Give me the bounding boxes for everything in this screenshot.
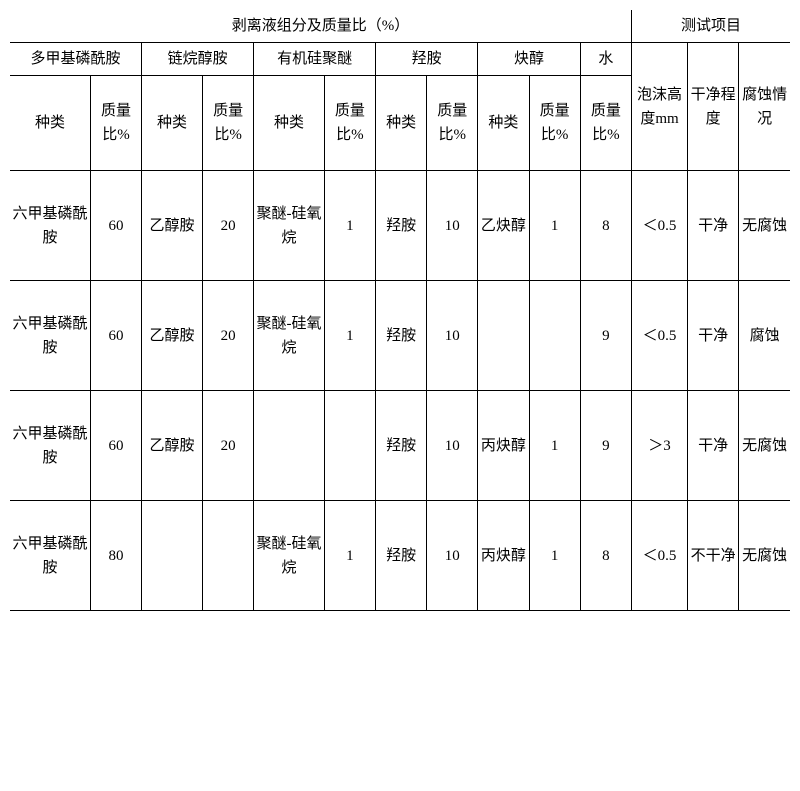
sub-type: 种类 xyxy=(10,76,90,171)
cell: 20 xyxy=(202,391,253,501)
cell: 1 xyxy=(529,501,580,611)
table-row: 六甲基磷酰胺 60 乙醇胺 20 聚醚-硅氧烷 1 羟胺 10 9 ＜0.5 干… xyxy=(10,281,790,391)
cell xyxy=(202,501,253,611)
cell xyxy=(324,391,375,501)
cell: 丙炔醇 xyxy=(478,501,529,611)
group-2: 链烷醇胺 xyxy=(142,43,254,76)
data-table: 剥离液组分及质量比（%） 测试项目 多甲基磷酰胺 链烷醇胺 有机硅聚醚 羟胺 炔… xyxy=(10,10,790,611)
cell: 腐蚀 xyxy=(739,281,790,391)
cell: 60 xyxy=(90,281,141,391)
cell: 10 xyxy=(427,391,478,501)
cell: 乙醇胺 xyxy=(142,171,203,281)
cell: 羟胺 xyxy=(375,501,426,611)
col-foam: 泡沫高度mm xyxy=(632,43,688,171)
cell: 羟胺 xyxy=(375,171,426,281)
sub-ratio: 质量比% xyxy=(427,76,478,171)
cell xyxy=(254,391,325,501)
sub-ratio: 质量比% xyxy=(580,76,631,171)
cell: 无腐蚀 xyxy=(739,391,790,501)
cell: 不干净 xyxy=(688,501,739,611)
group-5: 炔醇 xyxy=(478,43,580,76)
cell: 8 xyxy=(580,501,631,611)
cell: 乙炔醇 xyxy=(478,171,529,281)
cell: 六甲基磷酰胺 xyxy=(10,391,90,501)
cell: 聚醚-硅氧烷 xyxy=(254,281,325,391)
group-3: 有机硅聚醚 xyxy=(254,43,376,76)
cell: 8 xyxy=(580,171,631,281)
cell: 10 xyxy=(427,501,478,611)
cell: 20 xyxy=(202,171,253,281)
cell: 羟胺 xyxy=(375,391,426,501)
cell: 六甲基磷酰胺 xyxy=(10,501,90,611)
header-composition: 剥离液组分及质量比（%） xyxy=(10,10,632,43)
cell: 丙炔醇 xyxy=(478,391,529,501)
cell: 1 xyxy=(324,171,375,281)
cell: 10 xyxy=(427,281,478,391)
cell xyxy=(142,501,203,611)
cell: 乙醇胺 xyxy=(142,391,203,501)
cell: 六甲基磷酰胺 xyxy=(10,171,90,281)
cell: 干净 xyxy=(688,391,739,501)
cell: 60 xyxy=(90,391,141,501)
sub-type: 种类 xyxy=(254,76,325,171)
cell: 聚醚-硅氧烷 xyxy=(254,171,325,281)
table-row: 六甲基磷酰胺 80 聚醚-硅氧烷 1 羟胺 10 丙炔醇 1 8 ＜0.5 不干… xyxy=(10,501,790,611)
table-row: 六甲基磷酰胺 60 乙醇胺 20 聚醚-硅氧烷 1 羟胺 10 乙炔醇 1 8 … xyxy=(10,171,790,281)
cell: 干净 xyxy=(688,171,739,281)
sub-ratio: 质量比% xyxy=(202,76,253,171)
group-water: 水 xyxy=(580,43,631,76)
cell: 10 xyxy=(427,171,478,281)
table-row: 六甲基磷酰胺 60 乙醇胺 20 羟胺 10 丙炔醇 1 9 ＞3 干净 无腐蚀 xyxy=(10,391,790,501)
cell: ＜0.5 xyxy=(632,171,688,281)
cell: 羟胺 xyxy=(375,281,426,391)
cell: 1 xyxy=(529,391,580,501)
cell: ＜0.5 xyxy=(632,281,688,391)
sub-ratio: 质量比% xyxy=(324,76,375,171)
col-clean: 干净程度 xyxy=(688,43,739,171)
cell: 干净 xyxy=(688,281,739,391)
cell xyxy=(529,281,580,391)
cell xyxy=(478,281,529,391)
cell: 1 xyxy=(324,281,375,391)
group-4: 羟胺 xyxy=(375,43,477,76)
cell: 80 xyxy=(90,501,141,611)
cell: ＞3 xyxy=(632,391,688,501)
sub-type: 种类 xyxy=(375,76,426,171)
cell: 60 xyxy=(90,171,141,281)
sub-ratio: 质量比% xyxy=(90,76,141,171)
cell: 20 xyxy=(202,281,253,391)
sub-ratio: 质量比% xyxy=(529,76,580,171)
cell: 9 xyxy=(580,281,631,391)
cell: 无腐蚀 xyxy=(739,171,790,281)
cell: 聚醚-硅氧烷 xyxy=(254,501,325,611)
cell: 1 xyxy=(529,171,580,281)
col-corr: 腐蚀情况 xyxy=(739,43,790,171)
group-1: 多甲基磷酰胺 xyxy=(10,43,142,76)
header-test: 测试项目 xyxy=(632,10,790,43)
cell: 9 xyxy=(580,391,631,501)
cell: 1 xyxy=(324,501,375,611)
cell: 无腐蚀 xyxy=(739,501,790,611)
sub-type: 种类 xyxy=(142,76,203,171)
cell: 乙醇胺 xyxy=(142,281,203,391)
cell: ＜0.5 xyxy=(632,501,688,611)
cell: 六甲基磷酰胺 xyxy=(10,281,90,391)
sub-type: 种类 xyxy=(478,76,529,171)
